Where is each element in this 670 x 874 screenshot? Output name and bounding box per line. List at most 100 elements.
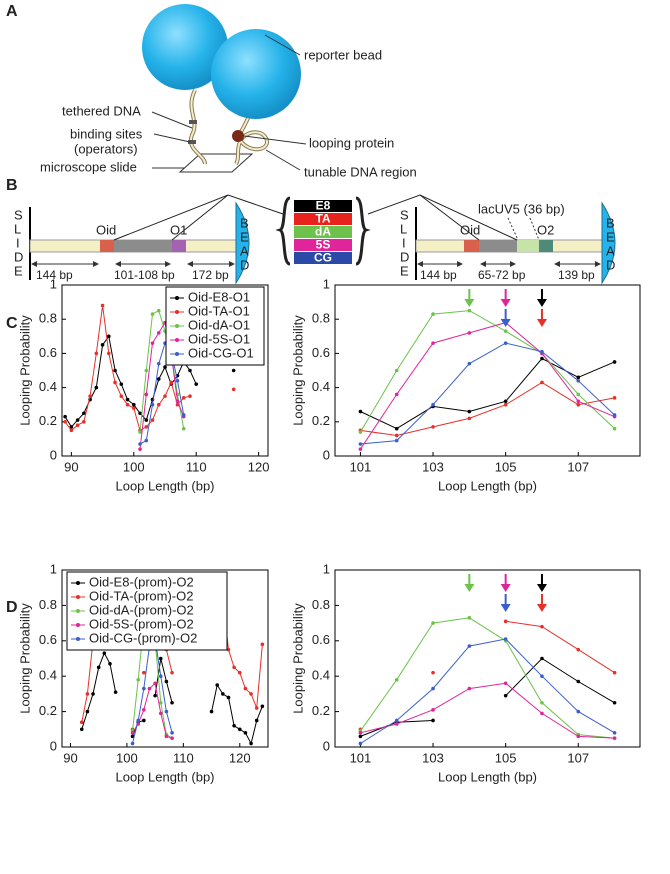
- bead-letter: E: [606, 229, 615, 244]
- data-point: [612, 736, 617, 740]
- data-point: [82, 420, 86, 424]
- data-point: [358, 442, 363, 446]
- data-point: [153, 693, 157, 698]
- data-point: [576, 392, 581, 397]
- data-point: [156, 361, 161, 366]
- tunable-region: [479, 240, 517, 252]
- data-point: [576, 647, 581, 652]
- data-point: [131, 406, 136, 410]
- panel-b: B S L I D E B E A D Oid O1 144 bp 101-10…: [6, 177, 616, 285]
- sequence-label: TA: [315, 212, 330, 226]
- series-line: [132, 637, 173, 744]
- data-point: [540, 700, 544, 705]
- bead-letter: A: [240, 243, 249, 258]
- sequence-label: dA: [315, 225, 331, 239]
- data-point: [394, 438, 399, 443]
- data-point: [431, 670, 435, 675]
- data-point: [91, 692, 95, 696]
- label: reporter bead: [304, 47, 382, 62]
- y-tick-label: 0: [50, 738, 57, 753]
- data-point: [503, 399, 508, 404]
- data-point: [188, 368, 192, 373]
- data-point: [612, 700, 617, 705]
- leader: [153, 133, 191, 143]
- data-point: [79, 727, 84, 732]
- y-tick-label: 0: [50, 447, 57, 462]
- data-point: [243, 731, 248, 735]
- data-point: [158, 700, 163, 705]
- series-line: [139, 309, 185, 433]
- data-point: [108, 662, 112, 666]
- data-point: [69, 428, 74, 433]
- label: Oid: [460, 222, 480, 237]
- label: Oid: [96, 222, 116, 237]
- zoom-line: [419, 194, 480, 241]
- legend-swatch: [76, 609, 80, 613]
- data-point: [232, 665, 236, 670]
- y-tick-label: 0.4: [312, 668, 330, 683]
- y-tick-label: 0: [323, 738, 330, 753]
- legend-swatch: [76, 595, 80, 599]
- data-point: [153, 681, 157, 686]
- y-axis-label: Looping Probability: [17, 603, 32, 714]
- data-point: [102, 651, 107, 655]
- data-point: [164, 734, 169, 739]
- series-line: [505, 620, 615, 674]
- data-point: [138, 411, 142, 416]
- data-point: [136, 718, 140, 723]
- tunable-region: [114, 240, 172, 252]
- data-point: [170, 670, 174, 675]
- series-line: [359, 322, 615, 450]
- panel-label: C: [6, 315, 18, 332]
- data-point: [612, 360, 617, 364]
- panel-a: A reporter bead tethered DNA binding sit…: [6, 3, 417, 179]
- legend-swatch: [175, 310, 179, 314]
- y-tick-label: 0.4: [312, 379, 330, 394]
- data-point: [130, 731, 135, 735]
- arrow-head: [500, 604, 511, 612]
- x-axis-label: Loop Length (bp): [438, 769, 537, 784]
- data-point: [163, 394, 167, 398]
- legend-label: Oid-TA-(prom)-O2: [89, 588, 193, 603]
- series-line: [360, 357, 615, 430]
- data-point: [156, 331, 161, 335]
- operator-o2: [539, 240, 553, 252]
- data-point: [237, 670, 242, 675]
- y-axis-label: Looping Probability: [290, 315, 305, 426]
- data-point: [150, 312, 155, 316]
- data-point: [237, 727, 242, 732]
- bead: [142, 4, 228, 90]
- data-point: [170, 736, 174, 740]
- data-point: [467, 409, 472, 414]
- panel-label: D: [6, 599, 18, 616]
- data-point: [394, 718, 399, 723]
- y-axis-label: Looping Probability: [17, 315, 32, 426]
- data-point: [156, 377, 161, 381]
- data-point: [194, 382, 199, 386]
- zoom-line: [171, 194, 229, 241]
- data-point: [467, 361, 472, 366]
- data-point: [156, 402, 161, 407]
- y-tick-label: 0.2: [312, 413, 330, 428]
- data-point: [144, 392, 149, 397]
- data-point: [431, 402, 435, 407]
- data-point: [232, 723, 236, 728]
- bead: [211, 29, 301, 119]
- slide-letter: I: [402, 235, 406, 250]
- x-tick-label: 107: [567, 750, 589, 765]
- data-point: [576, 378, 581, 383]
- data-point: [169, 380, 174, 385]
- data-point: [142, 686, 146, 691]
- operator-oid: [100, 240, 114, 252]
- data-point: [144, 368, 149, 373]
- x-tick-label: 101: [350, 459, 372, 474]
- y-tick-label: 0.6: [39, 345, 57, 360]
- data-point: [130, 734, 135, 739]
- data-point: [175, 378, 180, 383]
- promoter: [517, 240, 539, 252]
- x-tick-label: 105: [495, 459, 517, 474]
- data-point: [540, 356, 544, 361]
- data-point: [175, 399, 180, 404]
- data-point: [467, 416, 472, 421]
- legend-label: Oid-E8-O1: [188, 289, 250, 304]
